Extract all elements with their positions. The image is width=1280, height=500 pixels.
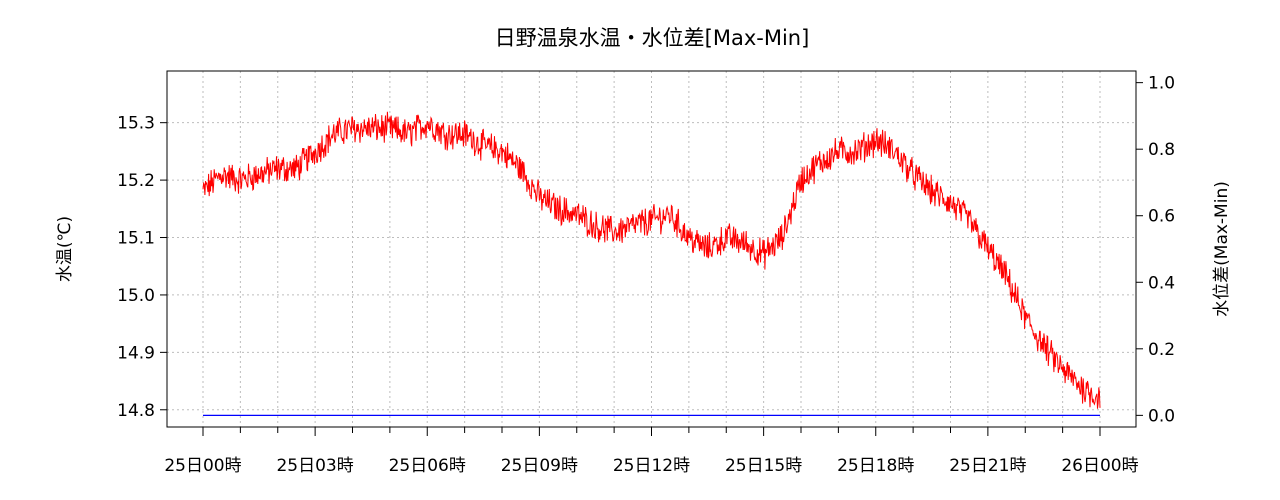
y-tick-label: 15.2 <box>117 171 155 191</box>
y-axis-left-title: 水温(℃) <box>55 216 75 282</box>
y-tick-label: 14.9 <box>117 343 155 363</box>
y-tick-label: 15.1 <box>117 229 155 249</box>
x-tick-label: 25日21時 <box>949 456 1026 476</box>
y-axis-right-title: 水位差(Max-Min) <box>1212 181 1232 317</box>
y-axis-right: 0.0 0.2 0.4 0.6 0.8 1.0 <box>1136 74 1175 426</box>
y-tick-label: 15.0 <box>117 286 155 306</box>
y2-tick-label: 0.6 <box>1148 207 1175 227</box>
y-tick-label: 15.3 <box>117 114 155 134</box>
y2-tick-label: 0.2 <box>1148 340 1175 360</box>
chart-title: 日野温泉水温・水位差[Max-Min] <box>495 26 810 50</box>
x-tick-label: 25日12時 <box>613 456 690 476</box>
x-tick-label: 25日18時 <box>837 456 914 476</box>
y2-tick-label: 1.0 <box>1148 74 1175 94</box>
y-tick-label: 14.8 <box>117 401 155 421</box>
y2-tick-label: 0.0 <box>1148 406 1175 426</box>
y-axis-left: 14.8 14.9 15.0 15.1 15.2 15.3 <box>117 114 167 421</box>
x-tick-label: 25日15時 <box>725 456 802 476</box>
series <box>202 111 1101 416</box>
x-tick-label: 25日06時 <box>389 456 466 476</box>
x-tick-label: 25日00時 <box>164 456 241 476</box>
water-temperature-line <box>202 111 1101 409</box>
x-tick-label: 25日03時 <box>276 456 353 476</box>
x-tick-label: 26日00時 <box>1061 456 1138 476</box>
y2-tick-label: 0.8 <box>1148 140 1175 160</box>
y2-tick-label: 0.4 <box>1148 273 1175 293</box>
x-axis: 25日00時 25日03時 25日06時 25日09時 25日12時 25日15時 25日1… <box>164 427 1139 476</box>
grid <box>167 71 1136 427</box>
x-tick-label: 25日09時 <box>501 456 578 476</box>
